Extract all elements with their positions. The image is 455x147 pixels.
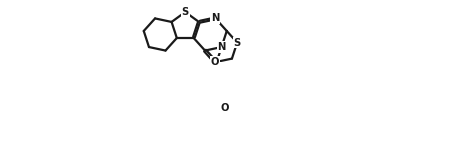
Text: O: O [221,103,229,113]
Text: S: S [233,37,241,47]
Text: O: O [211,57,219,67]
Text: N: N [211,13,220,23]
Text: S: S [182,7,189,17]
Text: N: N [217,42,226,52]
